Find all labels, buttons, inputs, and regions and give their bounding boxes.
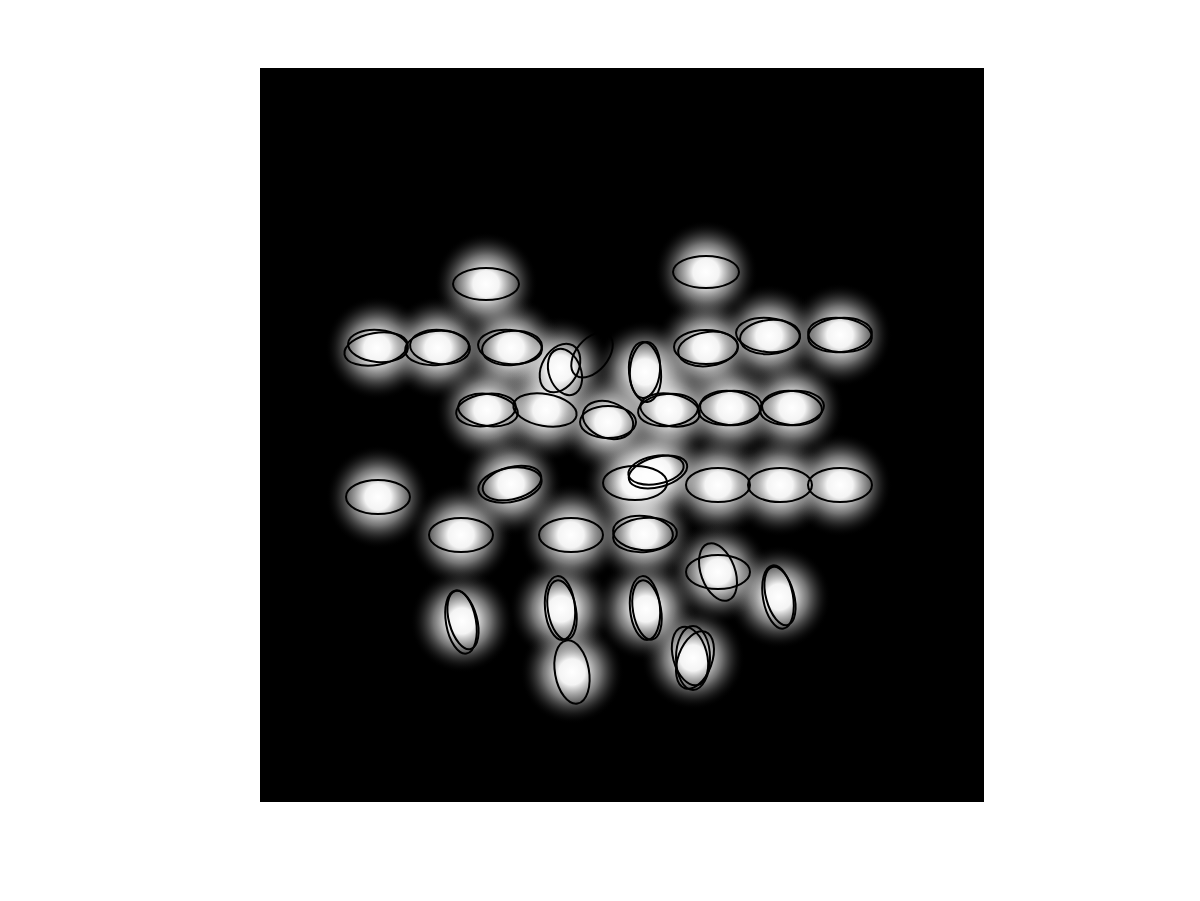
ellipse	[347, 327, 410, 364]
ellipse	[429, 518, 493, 552]
ellipse	[686, 468, 750, 502]
ellipse	[808, 468, 872, 502]
ellipse	[481, 328, 544, 367]
ellipse	[543, 578, 581, 642]
ellipse	[628, 341, 663, 399]
ellipse	[686, 555, 750, 589]
ellipse	[511, 389, 580, 432]
ellipse	[612, 515, 679, 554]
ellipse	[739, 317, 802, 356]
ellipse	[612, 513, 675, 552]
ellipse	[673, 256, 739, 288]
ellipses	[342, 256, 874, 706]
ellipse	[477, 327, 544, 366]
ellipse	[669, 626, 721, 694]
ellipse	[748, 468, 812, 502]
image-blobs	[325, 220, 892, 724]
ellipse	[807, 315, 874, 354]
blob	[788, 433, 892, 537]
ellipse	[628, 578, 666, 642]
plot-area	[260, 68, 984, 802]
ellipse	[807, 315, 874, 354]
ellipse	[761, 388, 824, 427]
ellipse	[453, 268, 519, 300]
ellipse	[404, 328, 471, 367]
blob	[410, 569, 514, 673]
ellipse	[699, 388, 762, 427]
ellipse	[577, 394, 638, 446]
ellipse	[409, 327, 472, 366]
ellipse	[550, 638, 595, 707]
ellipse	[479, 460, 545, 506]
ellipse	[759, 388, 826, 427]
ellipse	[563, 325, 621, 385]
ellipse	[625, 450, 691, 495]
ellipse	[759, 563, 802, 628]
ellipse	[346, 480, 410, 514]
figure	[0, 0, 1200, 901]
ellipse	[542, 344, 588, 400]
blob	[641, 606, 745, 710]
ellipse	[666, 623, 714, 690]
ellipse	[692, 538, 744, 606]
ellipse	[697, 388, 764, 427]
ellipse	[676, 328, 740, 370]
ellipse	[626, 451, 686, 488]
ellipse	[342, 328, 411, 371]
image-background	[260, 68, 984, 802]
ellipse	[638, 389, 703, 431]
ellipse	[442, 587, 485, 652]
ellipse	[456, 390, 520, 430]
ellipse	[539, 518, 603, 552]
